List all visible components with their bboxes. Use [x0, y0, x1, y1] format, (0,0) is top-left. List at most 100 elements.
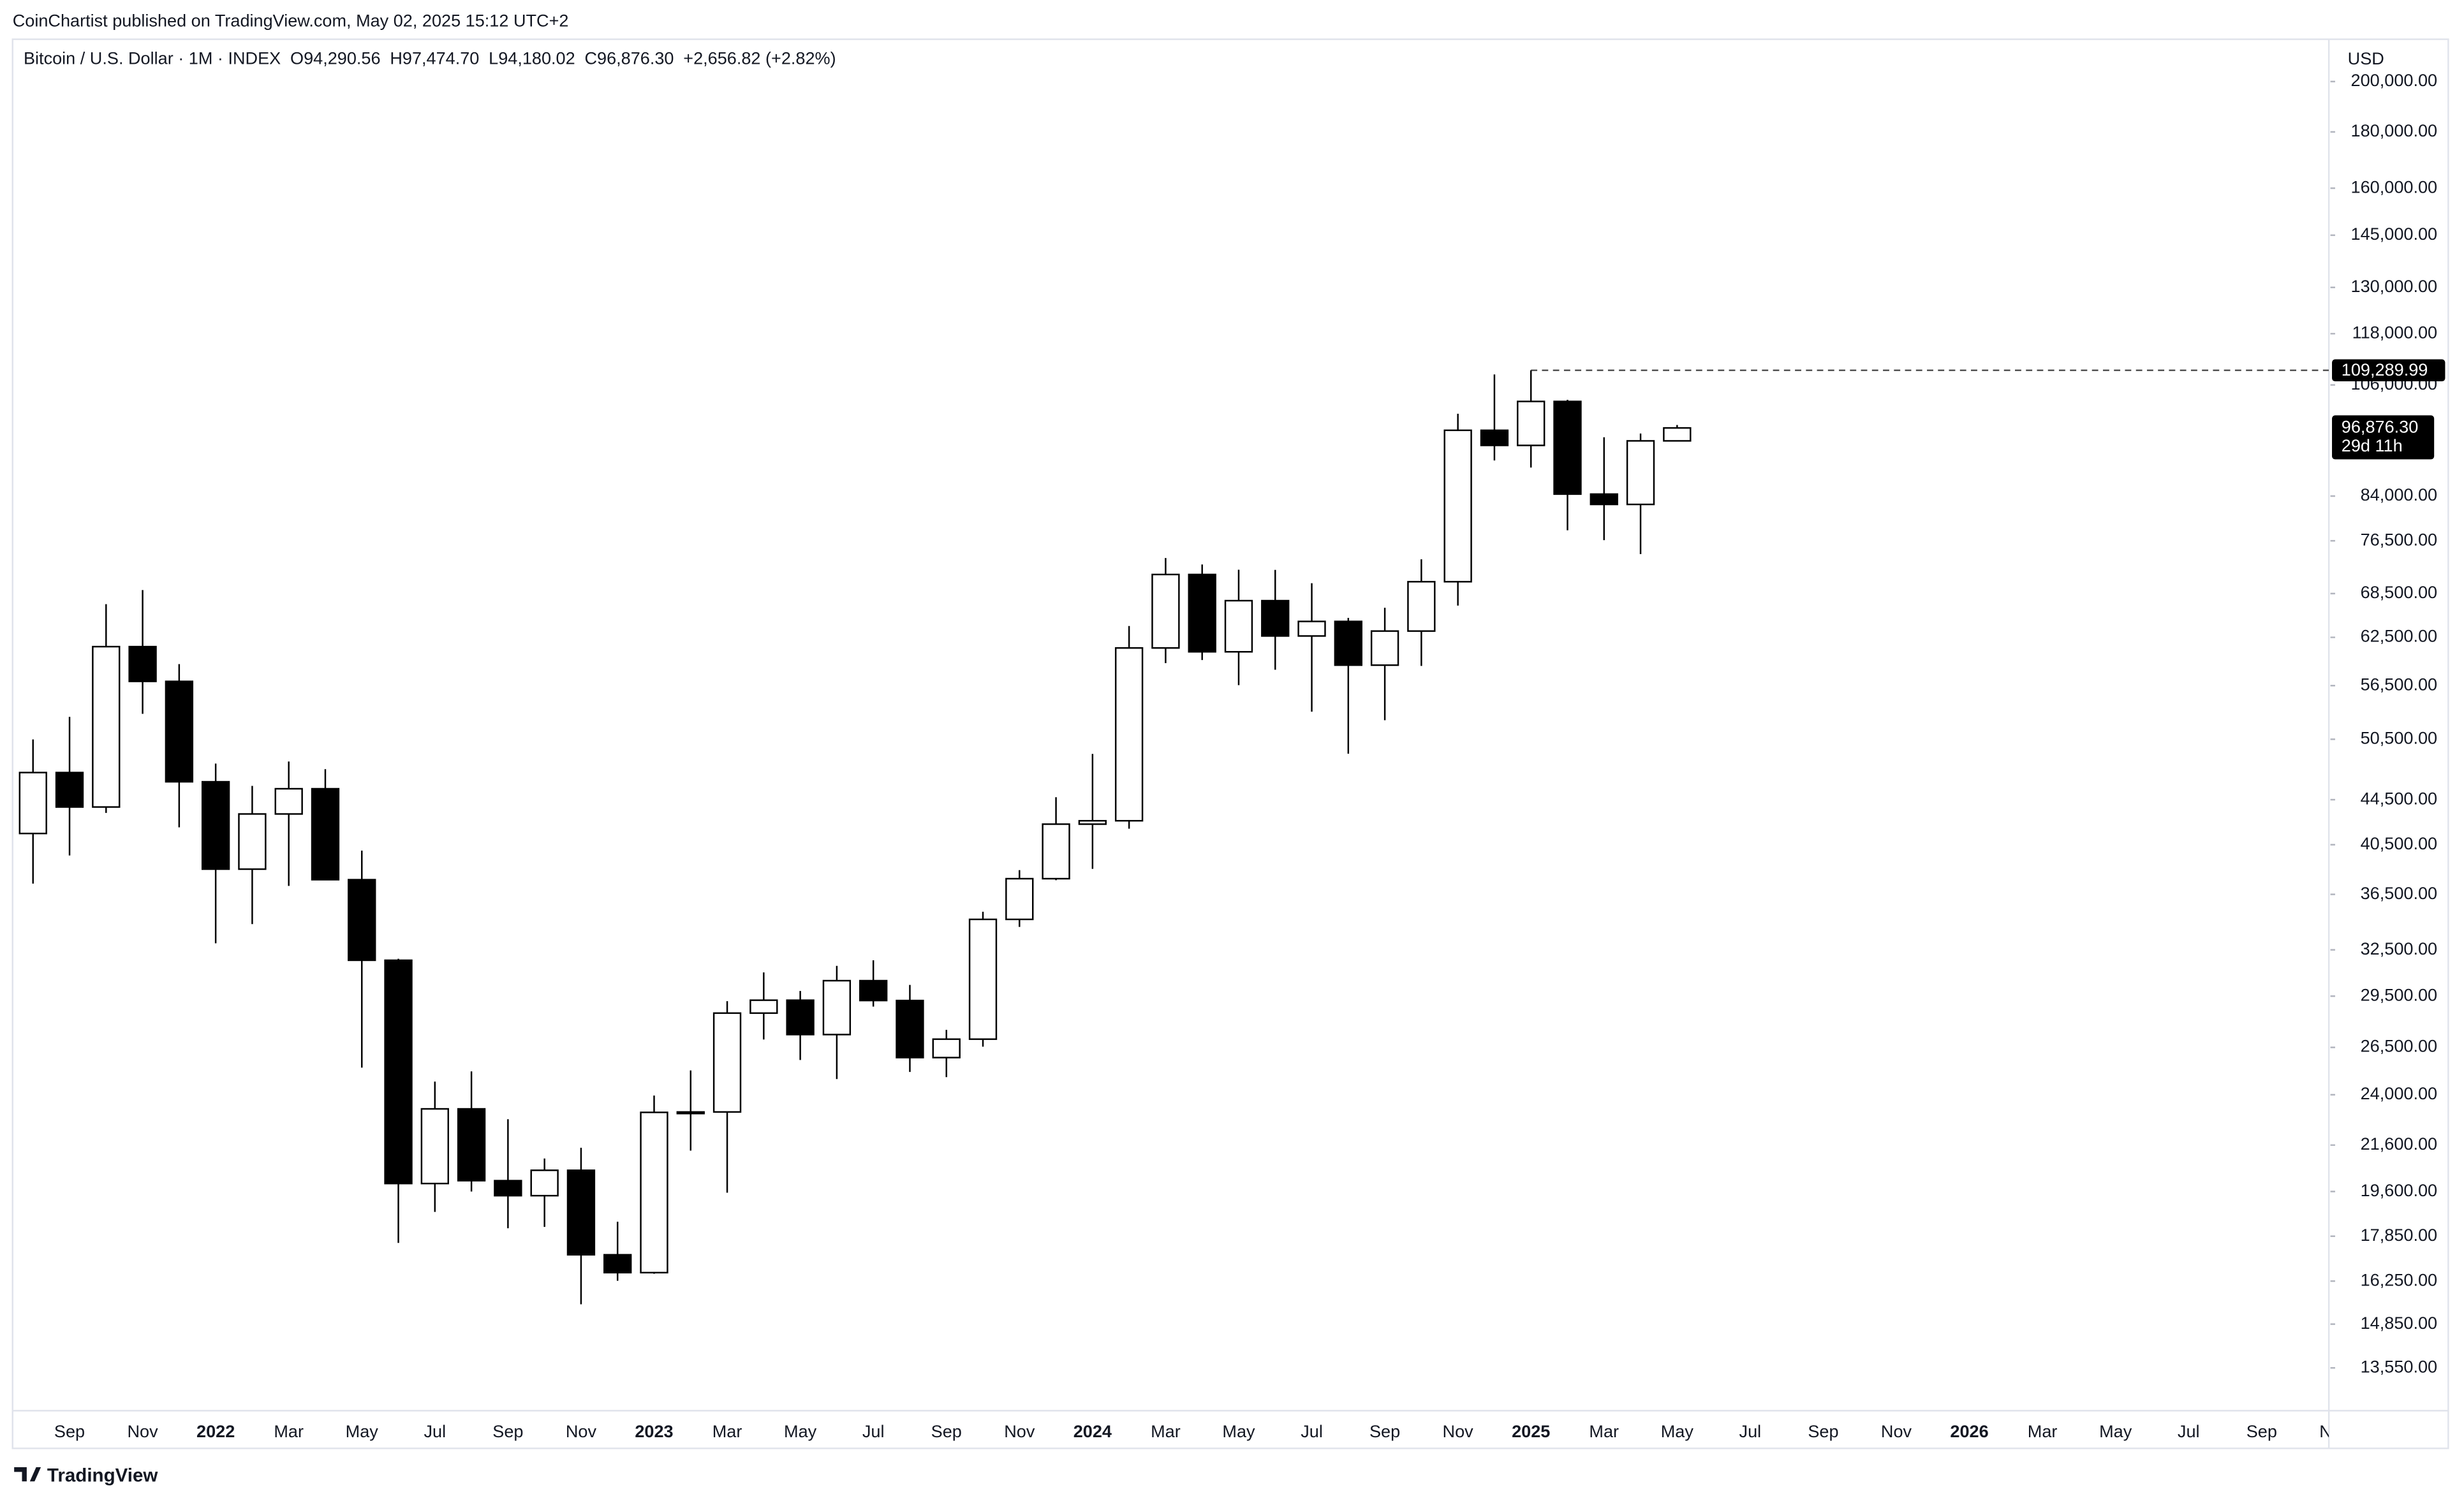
candle-body [1297, 620, 1326, 637]
x-tick-label: May [2099, 1421, 2132, 1441]
candle-body [676, 1111, 705, 1115]
price-axis: 200,000.00 180,000.00 160,000.00 145,000.00… [2330, 70, 2438, 1376]
x-tick-label: Jul [424, 1421, 446, 1441]
candle-body [1517, 400, 1546, 446]
y-tick-label: 19,600.00 [2361, 1180, 2437, 1200]
candle-body [18, 772, 47, 835]
x-tick-label: Sep [492, 1421, 523, 1441]
candle-body [494, 1180, 522, 1197]
y-tick-label: 44,500.00 [2361, 788, 2437, 808]
candle-body [603, 1254, 632, 1274]
chart-title: Bitcoin / U.S. Dollar · 1M · INDEX O94,29… [24, 48, 836, 68]
y-tick-label: 21,600.00 [2361, 1134, 2437, 1153]
candle-body [274, 787, 303, 815]
title: Bitcoin / U.S. Dollar · 1M · INDEX [24, 48, 281, 68]
candle-body [1626, 440, 1655, 506]
y-tick-label: 13,550.00 [2361, 1356, 2437, 1376]
candle-body [1334, 620, 1362, 666]
candle-body [1005, 877, 1034, 921]
x-tick-label: Jul [862, 1421, 885, 1441]
y-tick-label: 160,000.00 [2351, 177, 2438, 196]
y-tick-label: 16,250.00 [2361, 1270, 2437, 1289]
candle-body [165, 680, 194, 783]
plot-area: Sep Nov 2022 Mar May Jul Sep Nov 2023 Mar May Jul Se… [18, 369, 2350, 1441]
x-tick-label: Jul [1301, 1421, 1323, 1441]
y-tick-label: 32,500.00 [2361, 939, 2437, 958]
candle-body [712, 1012, 742, 1113]
x-tick-label: 2023 [635, 1421, 673, 1441]
candle-body [896, 999, 924, 1058]
candle-body [1078, 819, 1107, 825]
last-price-label: 96,876.30 [2342, 416, 2418, 436]
y-tick-label: 145,000.00 [2351, 224, 2438, 244]
y-tick-label: 17,850.00 [2361, 1225, 2437, 1245]
candle-body [1663, 427, 1692, 442]
x-tick-label: 2022 [196, 1421, 235, 1441]
x-tick-label: Mar [274, 1421, 304, 1441]
axis-unit: USD [2348, 48, 2384, 68]
axis-unit-bg [2332, 42, 2447, 71]
high-price-tag: 109,289.99 [2332, 359, 2446, 382]
x-tick-label: Mar [712, 1421, 742, 1441]
x-tick-label: May [1661, 1421, 1694, 1441]
candle-body [384, 959, 413, 1185]
x-tick-label: Sep [54, 1421, 85, 1441]
publisher-header: CoinChartist published on TradingView.co… [13, 11, 569, 31]
y-tick-label: 40,500.00 [2361, 833, 2437, 853]
legend-open: O94,290.56 [290, 48, 381, 68]
candle-body [1590, 493, 1618, 506]
y-tick-label: 14,850.00 [2361, 1313, 2437, 1333]
candle-body [1261, 599, 1290, 637]
candle-body [1553, 400, 1582, 495]
y-tick-label: 24,000.00 [2361, 1083, 2437, 1103]
candle-body [238, 813, 267, 870]
candle-body [128, 645, 157, 682]
legend-change: +2,656.82 (+2.82%) [683, 48, 836, 68]
candle-body [786, 999, 815, 1036]
candle-body [348, 879, 376, 962]
y-tick-label: 76,500.00 [2361, 529, 2437, 549]
x-tick-label: May [784, 1421, 817, 1441]
y-tick-label: 130,000.00 [2351, 276, 2438, 296]
footer-logo: TradingView [47, 1465, 159, 1486]
x-tick-label: Sep [931, 1421, 962, 1441]
x-tick-label: Nov [1881, 1421, 1912, 1441]
candle-body [1042, 823, 1070, 880]
y-tick-label: 200,000.00 [2351, 70, 2438, 90]
tradingview-logo: TradingView [14, 1465, 158, 1486]
y-tick-label: 36,500.00 [2361, 883, 2437, 903]
x-tick-label: Jul [1739, 1421, 1762, 1441]
chart-frame [11, 38, 2449, 1449]
x-tick-label: May [346, 1421, 379, 1441]
candle-body [55, 772, 84, 808]
y-tick-label: 118,000.00 [2352, 322, 2438, 342]
x-tick-label: Nov [566, 1421, 597, 1441]
x-tick-label: Sep [2246, 1421, 2277, 1441]
candle-body [1188, 573, 1216, 653]
y-tick-label: 29,500.00 [2361, 985, 2437, 1004]
candle-body [92, 645, 121, 808]
candle-body [640, 1111, 668, 1274]
y-tick-label: 62,500.00 [2361, 626, 2437, 646]
x-tick-label: Nov [2319, 1421, 2350, 1441]
candle-body [530, 1169, 559, 1197]
y-tick-label: 180,000.00 [2351, 121, 2438, 140]
x-tick-label: 2024 [1073, 1421, 1112, 1441]
candle-body [968, 918, 998, 1040]
x-tick-label: Nov [1443, 1421, 1474, 1441]
candle-body [1370, 630, 1399, 666]
x-tick-label: Mar [1151, 1421, 1181, 1441]
x-tick-label: 2025 [1512, 1421, 1550, 1441]
logo-mark [14, 1467, 41, 1482]
candle-body [457, 1108, 486, 1182]
x-tick-label: Sep [1808, 1421, 1838, 1441]
x-tick-label: Sep [1369, 1421, 1400, 1441]
y-tick-label: 56,500.00 [2361, 674, 2437, 694]
y-tick-label: 68,500.00 [2361, 582, 2437, 602]
candle-body [932, 1038, 961, 1058]
y-tick-label: 50,500.00 [2361, 728, 2437, 748]
y-tick-label: 84,000.00 [2361, 485, 2437, 504]
countdown-label: 29d 11h [2342, 436, 2403, 455]
x-tick-label: Mar [2028, 1421, 2058, 1441]
